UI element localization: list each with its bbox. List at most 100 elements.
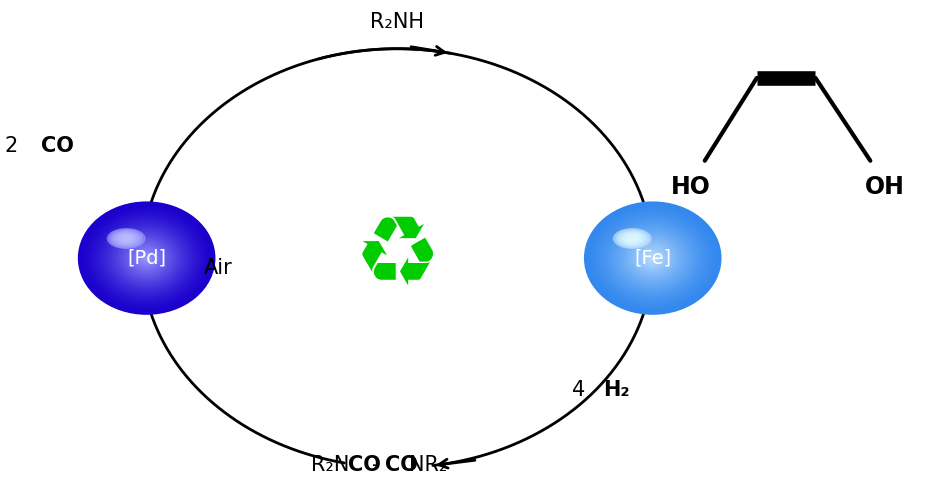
Ellipse shape xyxy=(640,248,665,268)
Text: [Pd]: [Pd] xyxy=(127,248,166,268)
Ellipse shape xyxy=(612,225,693,292)
Ellipse shape xyxy=(587,204,719,313)
Ellipse shape xyxy=(606,220,699,296)
Ellipse shape xyxy=(604,218,702,299)
Ellipse shape xyxy=(97,218,196,299)
Ellipse shape xyxy=(648,254,657,262)
Ellipse shape xyxy=(138,251,155,265)
Ellipse shape xyxy=(142,254,151,262)
Ellipse shape xyxy=(598,213,708,303)
Ellipse shape xyxy=(585,202,721,314)
Text: OH: OH xyxy=(865,175,904,200)
Ellipse shape xyxy=(614,226,692,290)
Ellipse shape xyxy=(630,237,635,240)
Ellipse shape xyxy=(636,244,670,272)
Ellipse shape xyxy=(602,216,704,300)
Ellipse shape xyxy=(621,232,644,244)
Ellipse shape xyxy=(649,255,657,261)
Ellipse shape xyxy=(130,244,164,272)
Ellipse shape xyxy=(119,235,133,242)
Ellipse shape xyxy=(619,230,687,286)
Ellipse shape xyxy=(119,236,174,281)
Ellipse shape xyxy=(627,237,678,279)
Ellipse shape xyxy=(616,230,649,247)
Ellipse shape xyxy=(96,216,198,300)
Ellipse shape xyxy=(646,252,659,264)
Ellipse shape xyxy=(128,243,166,274)
Ellipse shape xyxy=(143,255,150,261)
Ellipse shape xyxy=(117,234,135,244)
Ellipse shape xyxy=(87,209,206,307)
Text: H₂: H₂ xyxy=(604,379,630,400)
Ellipse shape xyxy=(83,206,210,310)
Ellipse shape xyxy=(615,227,691,289)
Ellipse shape xyxy=(106,225,187,292)
Text: Air: Air xyxy=(203,258,232,278)
Text: NR₂: NR₂ xyxy=(410,455,447,475)
Ellipse shape xyxy=(121,236,131,241)
Ellipse shape xyxy=(595,210,710,306)
Ellipse shape xyxy=(639,247,666,269)
Ellipse shape xyxy=(136,250,157,266)
Ellipse shape xyxy=(116,233,177,283)
Ellipse shape xyxy=(644,251,661,265)
Ellipse shape xyxy=(114,231,179,285)
Ellipse shape xyxy=(117,234,176,282)
Ellipse shape xyxy=(632,242,674,275)
Ellipse shape xyxy=(608,222,697,295)
Ellipse shape xyxy=(634,243,672,274)
Ellipse shape xyxy=(91,212,202,304)
Ellipse shape xyxy=(82,205,211,311)
Ellipse shape xyxy=(92,213,201,303)
Ellipse shape xyxy=(631,240,674,276)
Ellipse shape xyxy=(111,229,183,287)
Ellipse shape xyxy=(126,242,167,275)
Ellipse shape xyxy=(625,235,639,242)
Ellipse shape xyxy=(104,223,189,293)
Text: 4: 4 xyxy=(572,379,592,400)
Ellipse shape xyxy=(600,215,706,301)
Text: CO: CO xyxy=(384,455,417,475)
Text: R₂NH: R₂NH xyxy=(370,12,425,32)
Ellipse shape xyxy=(622,234,641,244)
Ellipse shape xyxy=(622,233,683,283)
Ellipse shape xyxy=(113,231,140,246)
Ellipse shape xyxy=(588,205,717,311)
Ellipse shape xyxy=(623,234,682,282)
Ellipse shape xyxy=(610,223,695,293)
Ellipse shape xyxy=(619,231,646,246)
Text: [Fe]: [Fe] xyxy=(634,248,672,268)
Ellipse shape xyxy=(102,222,191,295)
Ellipse shape xyxy=(123,239,170,278)
Text: CO: CO xyxy=(348,455,380,475)
Ellipse shape xyxy=(629,239,676,278)
Ellipse shape xyxy=(108,226,185,290)
Ellipse shape xyxy=(94,215,200,301)
Ellipse shape xyxy=(605,219,700,297)
Text: 2: 2 xyxy=(5,136,25,156)
Ellipse shape xyxy=(124,237,129,240)
Ellipse shape xyxy=(133,247,160,269)
Ellipse shape xyxy=(621,231,685,285)
Ellipse shape xyxy=(114,232,138,244)
Ellipse shape xyxy=(110,230,143,247)
Ellipse shape xyxy=(125,240,168,276)
Ellipse shape xyxy=(591,207,714,309)
Ellipse shape xyxy=(89,210,204,306)
Ellipse shape xyxy=(589,206,716,310)
Text: HO: HO xyxy=(671,175,710,200)
Ellipse shape xyxy=(614,229,651,248)
Ellipse shape xyxy=(131,245,162,271)
Ellipse shape xyxy=(80,204,213,313)
Text: ♻: ♻ xyxy=(354,212,441,304)
Ellipse shape xyxy=(597,212,709,304)
Ellipse shape xyxy=(99,219,194,297)
Text: CO: CO xyxy=(41,136,74,156)
Ellipse shape xyxy=(134,248,159,268)
Ellipse shape xyxy=(638,245,668,271)
Ellipse shape xyxy=(140,252,153,264)
Ellipse shape xyxy=(593,209,712,307)
Text: -: - xyxy=(372,455,379,475)
Ellipse shape xyxy=(108,229,145,248)
Ellipse shape xyxy=(627,236,637,241)
